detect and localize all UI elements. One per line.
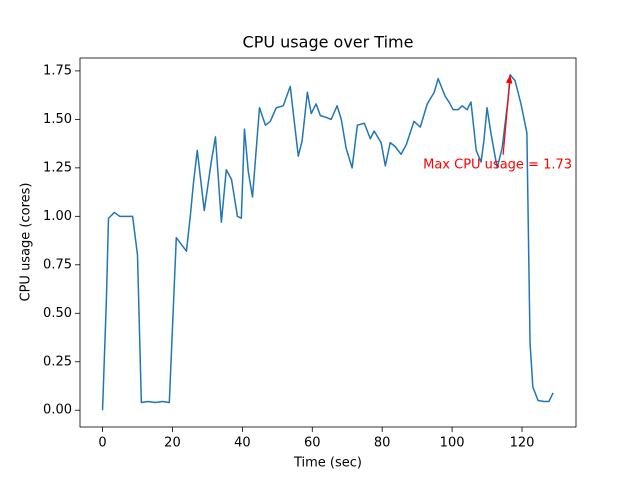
y-tick-label: 0.25 [43,354,72,369]
y-tick-label: 1.50 [43,112,72,127]
x-tick-label: 60 [304,436,321,451]
y-tick-label: 0.75 [43,257,72,272]
x-tick-label: 100 [440,436,465,451]
annotation-text: Max CPU usage = 1.73 [423,157,572,172]
x-tick-label: 20 [164,436,181,451]
x-tick-label: 80 [374,436,391,451]
x-axis-label: Time (sec) [293,456,362,471]
x-tick-label: 40 [234,436,251,451]
data-line [101,74,554,411]
y-tick-label: 1.75 [43,63,72,78]
x-tick-label: 120 [510,436,535,451]
annotation-arrow [502,77,511,155]
y-axis-label: CPU usage (cores) [19,183,34,302]
y-tick-label: 1.25 [43,160,72,175]
chart-title: CPU usage over Time [243,33,414,52]
y-tick-label: 1.00 [43,209,72,224]
plot-frame [79,57,577,428]
x-tick-label: 0 [98,436,106,451]
y-tick-label: 0.50 [43,306,72,321]
annotation-arrowhead [505,74,513,84]
y-tick-label: 0.00 [43,403,72,418]
